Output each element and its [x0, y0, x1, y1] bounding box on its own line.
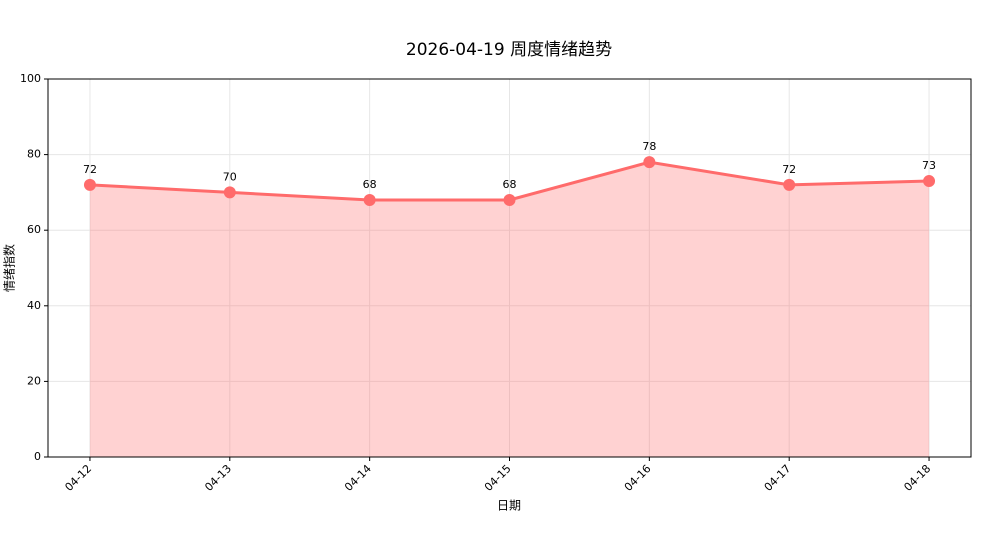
x-tick-label: 04-18 [901, 462, 933, 494]
y-tick-label: 0 [34, 450, 41, 463]
chart-title: 2026-04-19 周度情绪趋势 [406, 40, 612, 60]
data-label: 68 [503, 178, 517, 191]
point [923, 175, 936, 188]
x-tick-label: 04-16 [622, 462, 654, 494]
x-tick-label: 04-12 [62, 462, 94, 494]
point [83, 178, 96, 191]
plot-frame [47, 78, 972, 458]
point [783, 178, 796, 191]
point [223, 186, 236, 199]
y-tick-label: 60 [27, 223, 41, 236]
data-label: 72 [83, 163, 97, 176]
point [643, 156, 656, 169]
data-label: 70 [223, 170, 237, 183]
y-axis-label: 情绪指数 [2, 244, 17, 292]
point [503, 193, 516, 206]
x-tick-label: 04-13 [202, 462, 234, 494]
data-label: 78 [642, 140, 656, 153]
y-tick-label: 20 [27, 374, 41, 387]
x-axis-label: 日期 [497, 499, 521, 513]
data-label: 73 [922, 159, 936, 172]
point [363, 193, 376, 206]
x-tick-label: 04-14 [342, 462, 374, 494]
y-tick-label: 100 [20, 72, 41, 85]
x-tick-label: 04-17 [762, 462, 794, 494]
y-tick-label: 80 [27, 148, 41, 161]
area [89, 162, 930, 457]
data-label: 68 [363, 178, 377, 191]
y-tick-label: 40 [27, 299, 41, 312]
data-label: 72 [782, 163, 796, 176]
x-tick-label: 04-15 [482, 462, 514, 494]
